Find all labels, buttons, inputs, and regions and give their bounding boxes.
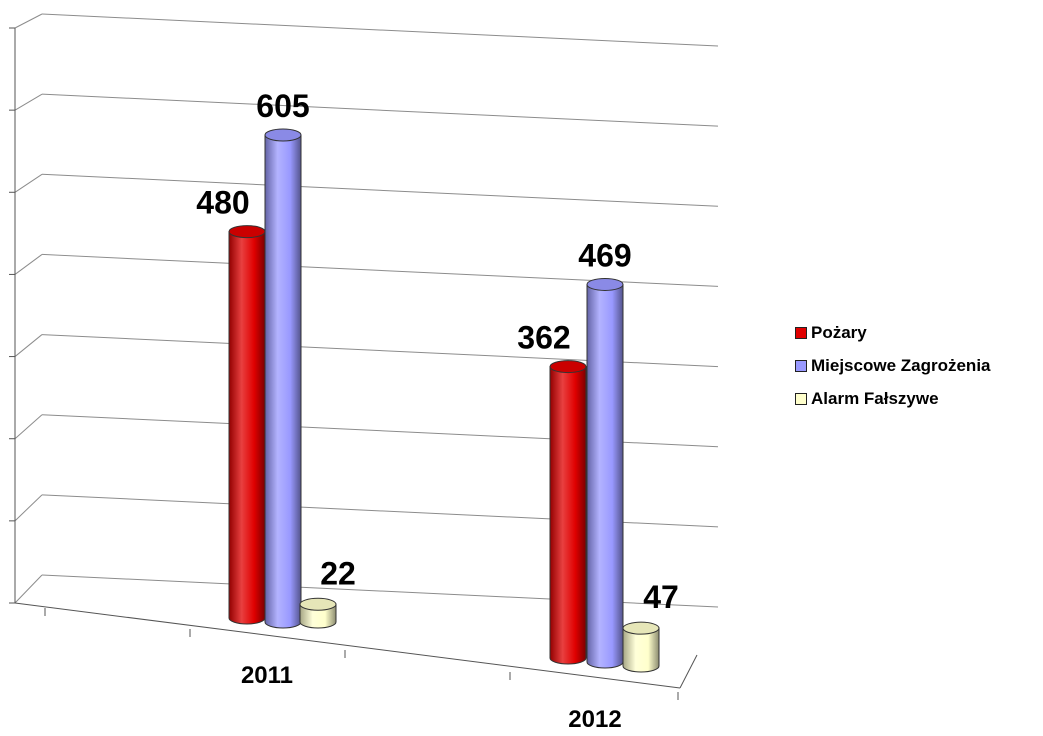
cylinder-2011-s0 <box>228 225 266 625</box>
data-label: 480 <box>196 185 249 221</box>
legend: Pożary Miejscowe Zagrożenia Alarm Fałszy… <box>795 322 991 421</box>
gridline <box>41 13 719 47</box>
bar-body <box>622 627 660 673</box>
cylinder-2011-s1 <box>264 128 302 629</box>
gridline-side <box>14 93 43 111</box>
floor-edge <box>679 654 698 689</box>
bar-top <box>264 128 302 142</box>
data-label: 362 <box>517 320 570 356</box>
legend-swatch-miejscowe-zagrozenia <box>795 360 807 372</box>
gridline <box>41 173 719 207</box>
gridline-side <box>14 334 43 357</box>
legend-label-miejscowe-zagrozenia: Miejscowe Zagrożenia <box>811 356 991 375</box>
bar-body <box>228 231 266 625</box>
x-axis <box>14 602 681 689</box>
legend-item-pozary: Pożary <box>795 322 991 344</box>
data-label: 605 <box>256 88 309 124</box>
legend-item-alarm-falszywe: Alarm Fałszywe <box>795 388 991 410</box>
legend-label-pozary: Pożary <box>811 323 867 342</box>
legend-swatch-pozary <box>795 327 807 339</box>
legend-item-miejscowe-zagrozenia: Miejscowe Zagrożenia <box>795 355 991 377</box>
gridline-side <box>14 13 43 29</box>
legend-label-alarm-falszywe: Alarm Fałszywe <box>811 389 939 408</box>
gridlines <box>14 13 719 608</box>
bar-body <box>586 283 624 669</box>
data-label: 469 <box>578 237 631 273</box>
bar-top <box>586 277 624 291</box>
bar-top <box>622 621 660 635</box>
gridline-side <box>14 494 43 522</box>
gridline <box>41 93 719 127</box>
gridline-side <box>14 414 43 440</box>
bar-body <box>264 134 302 629</box>
gridline-side <box>14 173 43 193</box>
legend-swatch-alarm-falszywe <box>795 393 807 405</box>
gridline-side <box>14 574 43 604</box>
cylinder-2012-s2 <box>622 621 660 673</box>
axes <box>9 27 698 700</box>
cylinder-2012-s1 <box>586 277 624 669</box>
data-label: 22 <box>320 555 356 591</box>
data-labels: 480 605 22 362 469 47 <box>196 88 678 615</box>
category-labels: 2011 2012 <box>241 662 622 733</box>
cylinder-2011-s2 <box>299 597 337 629</box>
data-label: 47 <box>643 579 679 615</box>
bar-top <box>549 360 587 374</box>
bar-top <box>299 597 337 611</box>
bar-body <box>549 366 587 665</box>
cylinder-2012-s0 <box>549 360 587 665</box>
category-label: 2011 <box>241 662 293 689</box>
bar-top <box>228 225 266 239</box>
gridline-side <box>14 254 43 275</box>
category-label: 2012 <box>568 706 621 731</box>
bar-body <box>299 603 337 629</box>
bars <box>228 128 660 673</box>
